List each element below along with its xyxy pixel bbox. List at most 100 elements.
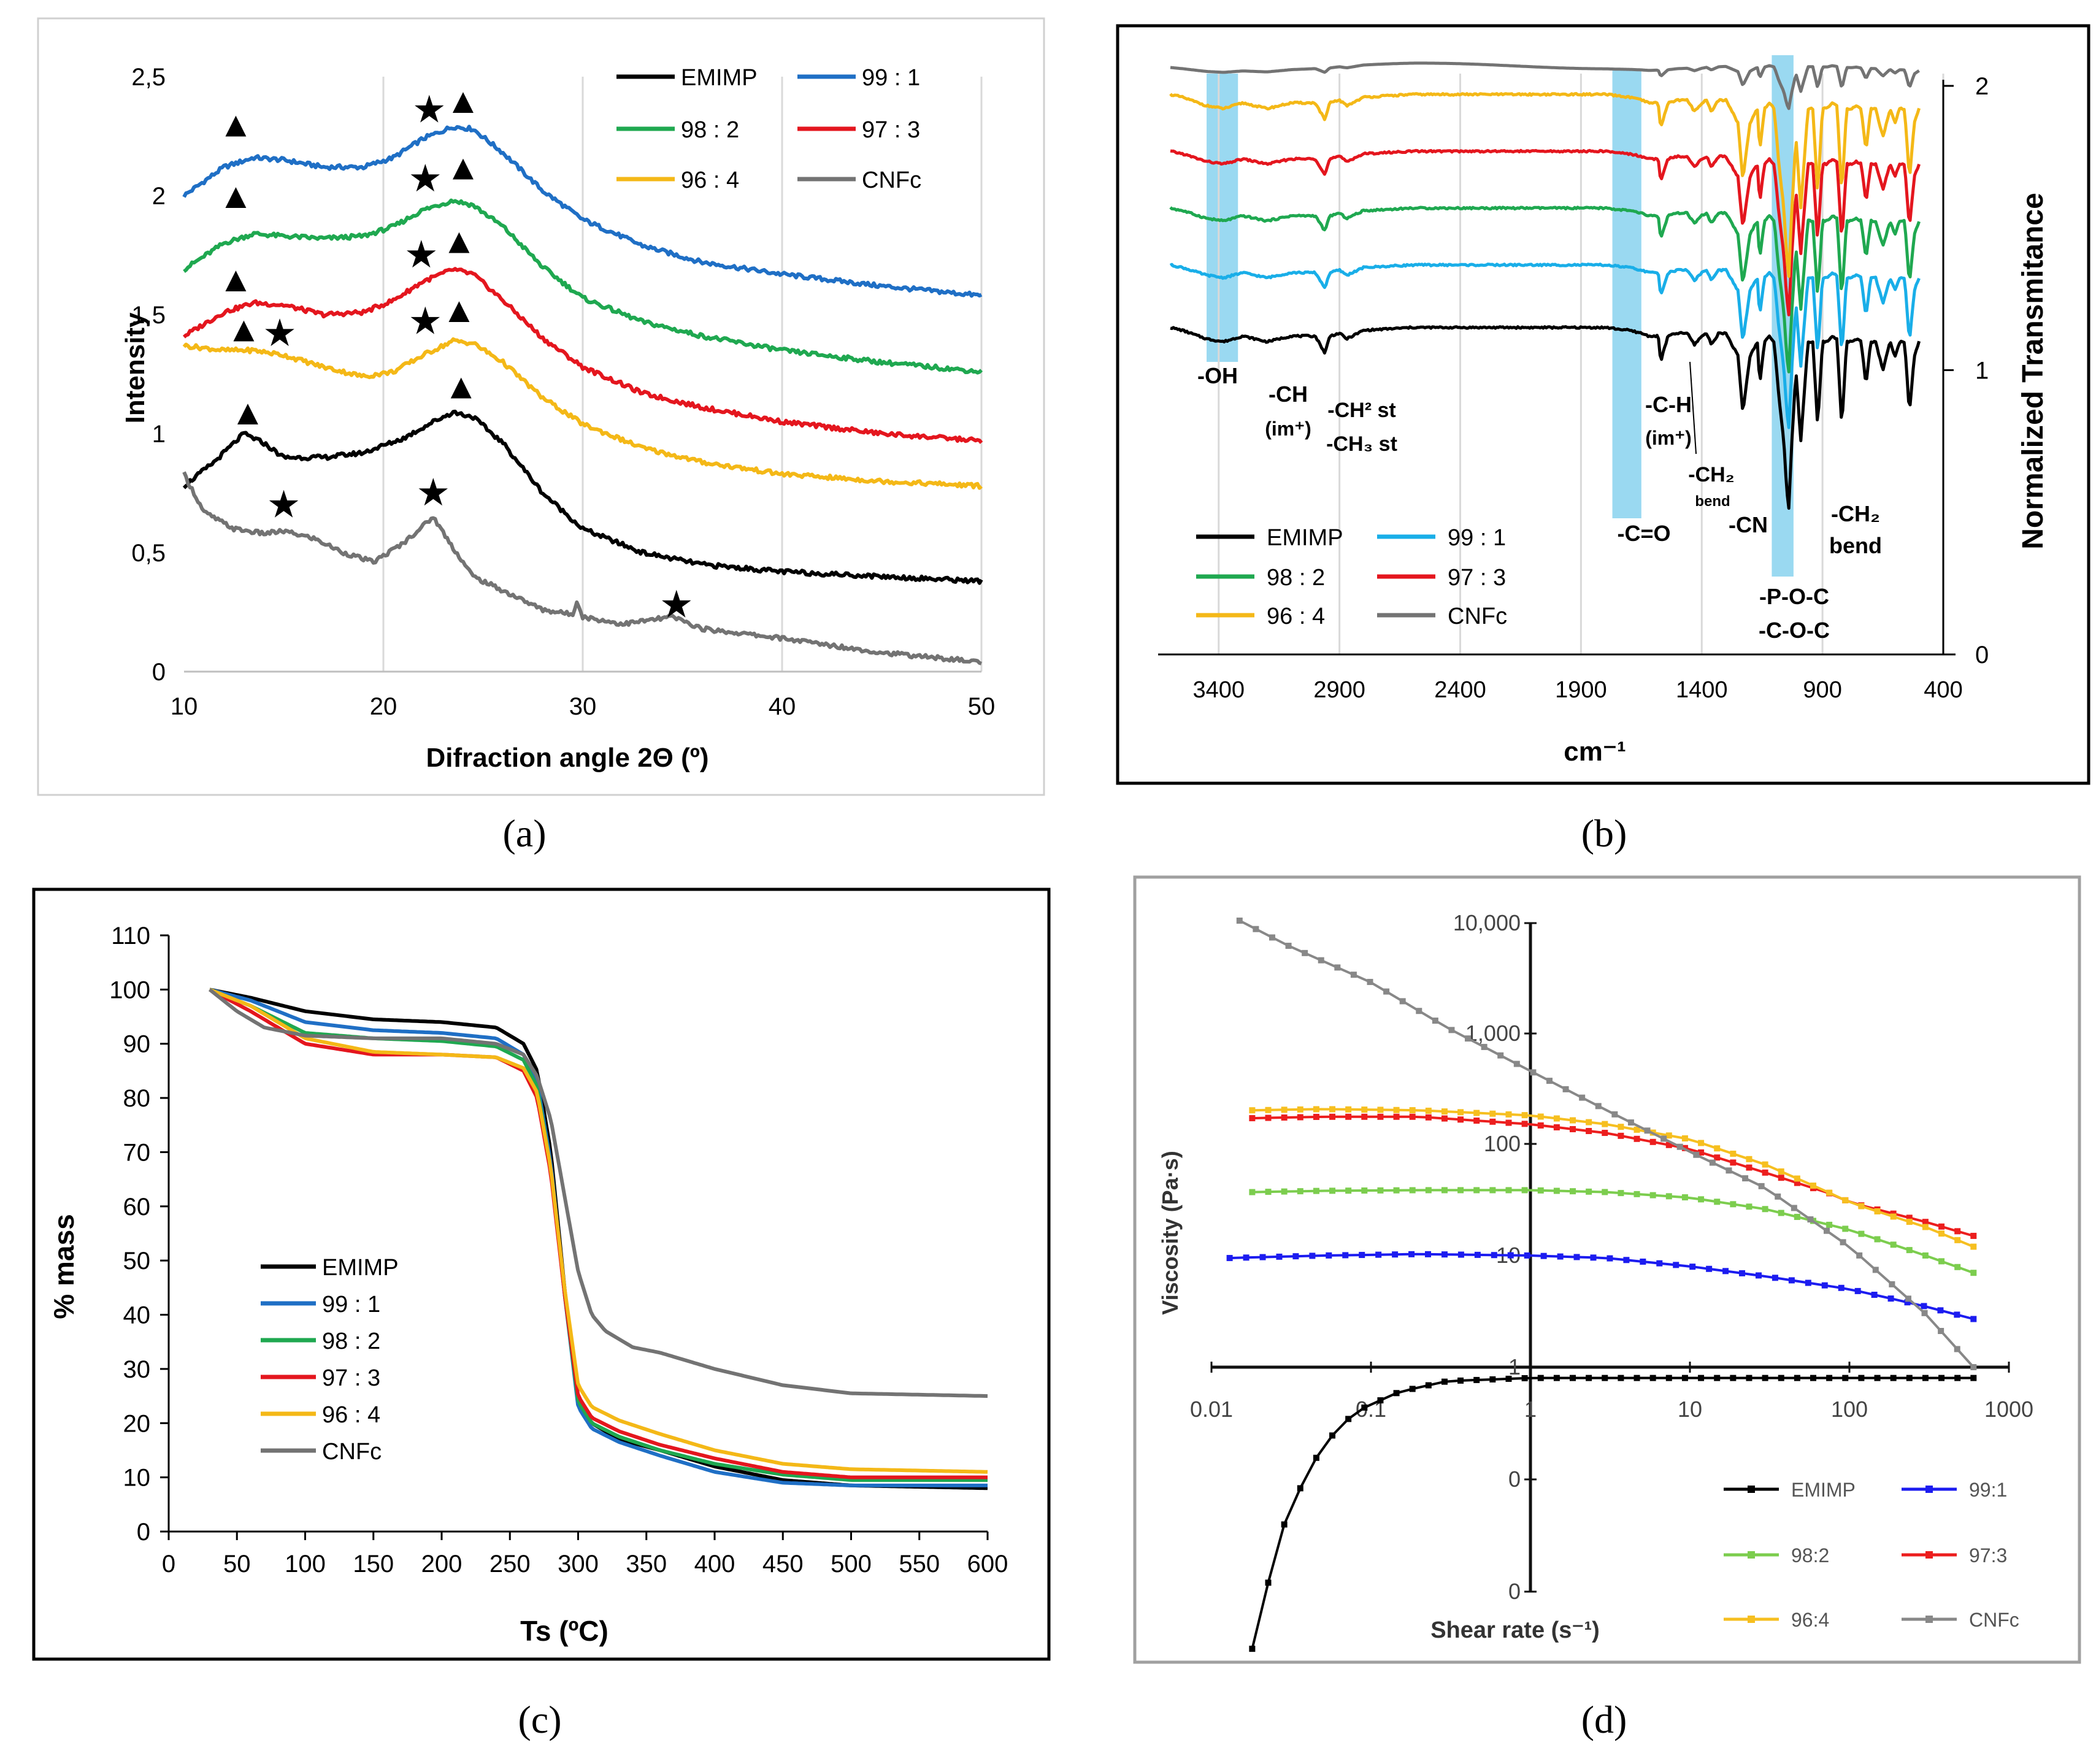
d-point-98-2-37 [1842,1225,1849,1232]
d-point-96-4-4 [1313,1106,1319,1113]
d-series-98-2 [1252,1189,1974,1275]
c-xlabel: Ts (ºC) [520,1615,608,1647]
b-annotation-8: bend [1695,493,1730,510]
c-xtick-500: 500 [831,1551,872,1578]
a-marker-5: ★ [408,158,442,200]
a-marker-3: ▲ [218,176,253,216]
c-ytick-30: 30 [123,1356,151,1383]
d-point-99-1-27 [1673,1262,1679,1268]
d-point-99-1-10 [1392,1251,1399,1258]
d-point-96-4-5 [1329,1106,1336,1113]
d-point-EMIMP-22 [1602,1375,1608,1381]
d-point-96-4-2 [1281,1106,1288,1113]
a-legend: EMIMP 99 : 1 98 : 2 97 : 3 96 : 4 CNFc [616,65,921,193]
b-ytick-2: 2 [1975,73,1989,100]
d-point-99-1-18 [1524,1252,1530,1259]
a-legend-label-1: 99 : 1 [862,65,920,91]
d-point-EMIMP-27 [1681,1375,1688,1381]
a-xtick-50: 50 [968,693,996,720]
d-legend-label-0: EMIMP [1791,1479,1856,1501]
d-point-98-2-38 [1858,1230,1865,1237]
b-annotation-1: -CH [1269,382,1308,407]
d-point-97-3-16 [1505,1119,1512,1126]
d-point-98-2-13 [1457,1187,1464,1194]
d-point-97-3-19 [1553,1124,1560,1130]
d-point-99-1-24 [1623,1257,1630,1264]
d-point-98-2-5 [1329,1187,1336,1194]
b-annotation-4: -CH₃ st [1326,432,1397,456]
d-point-EMIMP-45 [1970,1375,1977,1381]
d-point-96-4-13 [1457,1109,1464,1116]
b-series-CNFc [1170,61,1920,110]
d-point-EMIMP-19 [1553,1375,1560,1381]
d-point-CNFc-28 [1693,1151,1700,1158]
d-point-98-2-19 [1553,1187,1560,1194]
d-point-99-1-20 [1557,1253,1564,1260]
a-marker-12: ★ [408,301,442,343]
d-point-99-1-21 [1573,1254,1580,1260]
d-point-CNFc-30 [1726,1167,1732,1174]
d-point-98-2-26 [1665,1193,1672,1200]
d-point-CNFc-34 [1791,1205,1797,1211]
d-point-98-2-22 [1602,1189,1608,1195]
d-ytick-1: 0 [1508,1467,1521,1492]
d-point-98-2-17 [1521,1187,1528,1194]
d-point-CNFc-33 [1775,1193,1781,1200]
d-point-CNFc-8 [1367,978,1373,985]
d-point-CNFc-35 [1807,1216,1814,1223]
d-point-97-3-11 [1425,1114,1432,1121]
d-point-98-2-4 [1313,1187,1319,1194]
a-marker-13: ▲ [230,393,265,432]
d-point-CNFc-12 [1432,1018,1438,1024]
d-point-EMIMP-17 [1521,1375,1528,1381]
d-point-EMIMP-20 [1570,1375,1576,1381]
b-annotation-10: -C=O [1617,521,1670,546]
a-marker-6: ▲ [218,259,253,299]
d-point-EMIMP-26 [1665,1375,1672,1381]
d-point-CNFc-17 [1513,1060,1520,1067]
d-point-98-2-0 [1249,1189,1256,1195]
d-point-99-1-11 [1408,1251,1415,1257]
d-point-CNFc-20 [1562,1086,1569,1092]
d-point-EMIMP-8 [1377,1397,1384,1404]
d-point-98-2-39 [1874,1236,1881,1243]
d-point-EMIMP-40 [1890,1375,1897,1381]
d-point-97-3-24 [1633,1135,1640,1142]
c-xtick-150: 150 [353,1551,394,1578]
d-point-96-4-7 [1361,1106,1368,1113]
d-point-99-1-15 [1474,1251,1481,1258]
d-point-98-2-40 [1890,1241,1897,1248]
d-point-97-3-15 [1489,1118,1496,1125]
d-point-96-4-10 [1409,1107,1416,1114]
d-point-96-4-19 [1553,1115,1560,1122]
d-point-EMIMP-5 [1329,1432,1336,1439]
d-point-98-2-18 [1537,1187,1544,1194]
d-point-96-4-35 [1810,1183,1816,1189]
b-annotation-2: (im⁺) [1265,418,1311,440]
d-point-97-3-20 [1570,1126,1576,1132]
a-marker-16: ★ [416,472,450,514]
d-point-97-3-33 [1778,1175,1784,1181]
d-point-99-1-0 [1226,1255,1233,1262]
d-point-EMIMP-43 [1938,1375,1945,1381]
d-point-96-4-34 [1794,1175,1800,1182]
b-annotation-13: -CH₂ [1831,501,1880,526]
d-point-98-2-32 [1762,1206,1768,1213]
b-ylabel: Normalized Transmitance [2017,193,2049,550]
d-point-97-3-7 [1361,1113,1368,1120]
d-point-98-2-34 [1794,1214,1800,1221]
b-legend: EMIMP 99 : 1 98 : 2 97 : 3 96 : 4 CNFc [1196,525,1507,629]
d-point-97-3-45 [1970,1232,1977,1239]
d-point-99-1-7 [1342,1252,1349,1259]
d-point-CNFc-25 [1644,1127,1651,1134]
d-point-EMIMP-9 [1393,1390,1400,1397]
d-legend-marker-4 [1748,1616,1755,1623]
c-ytick-100: 100 [109,976,150,1003]
d-point-CNFc-10 [1399,998,1406,1005]
d-point-98-2-44 [1954,1264,1961,1270]
d-point-96-4-6 [1345,1106,1352,1113]
panel-label-d: (d) [1581,1698,1627,1741]
d-point-99-1-2 [1259,1254,1266,1260]
d-point-97-3-30 [1730,1159,1737,1166]
d-point-EMIMP-31 [1746,1375,1752,1381]
